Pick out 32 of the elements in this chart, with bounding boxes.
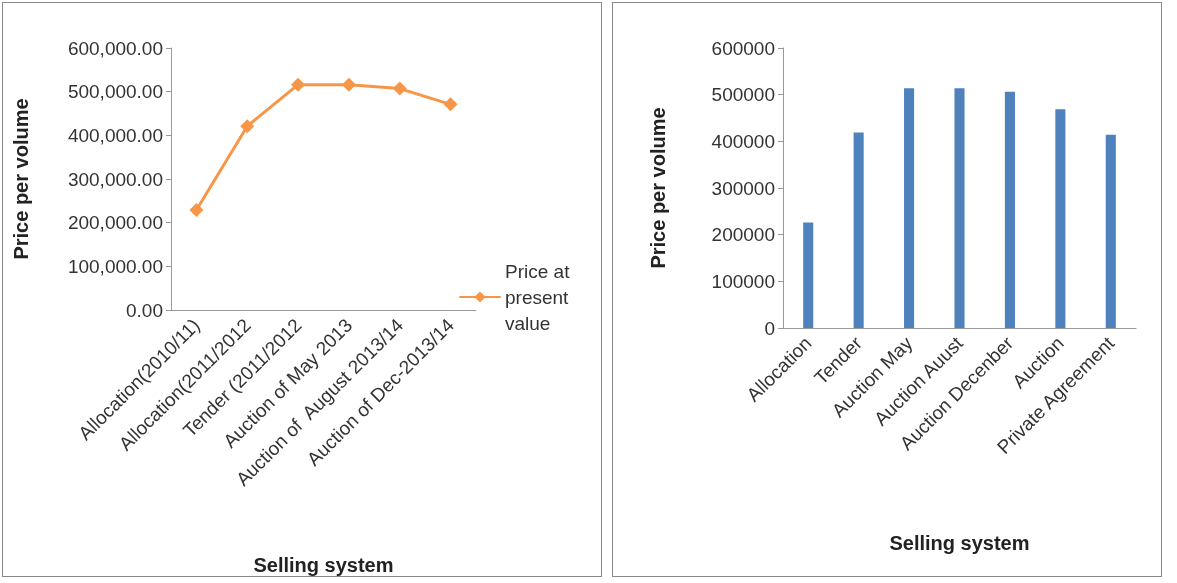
y-tick-label: 600000 bbox=[711, 37, 775, 59]
point bbox=[291, 77, 306, 92]
point bbox=[189, 203, 204, 217]
y-tick-label: 200,000.00 bbox=[67, 212, 163, 234]
bar bbox=[853, 132, 864, 328]
y-tick-label: 500,000.00 bbox=[67, 81, 163, 103]
legend-label: Price at present value bbox=[505, 260, 575, 334]
point bbox=[341, 77, 356, 92]
bar bbox=[904, 88, 915, 328]
y-tick-label: 300,000.00 bbox=[67, 168, 163, 190]
bar bbox=[1004, 91, 1015, 328]
bar bbox=[803, 222, 814, 328]
y-tick-label: 400,000.00 bbox=[67, 124, 163, 146]
bar bbox=[954, 88, 965, 328]
y-tick-label: 200000 bbox=[711, 224, 775, 246]
point bbox=[392, 81, 407, 96]
bar bbox=[1105, 134, 1116, 328]
y-tick-label: 0 bbox=[764, 317, 775, 339]
y-tick-label: 400000 bbox=[711, 130, 775, 152]
y-axis-title: Price per volume bbox=[647, 107, 669, 269]
y-tick-label: 500000 bbox=[711, 84, 775, 106]
y-tick-label: 100000 bbox=[711, 270, 775, 292]
y-tick-label: 100,000.00 bbox=[67, 255, 163, 277]
bar bbox=[1055, 109, 1066, 328]
y-tick-label: 600,000.00 bbox=[67, 37, 163, 59]
y-tick-label: 300000 bbox=[711, 177, 775, 199]
point bbox=[240, 119, 255, 134]
y-axis-title: Price per volume bbox=[10, 98, 32, 260]
point bbox=[443, 97, 458, 112]
x-axis-title: Selling system bbox=[889, 532, 1030, 554]
y-tick-label: 0.00 bbox=[126, 299, 163, 321]
x-axis-title: Selling system bbox=[253, 554, 394, 576]
